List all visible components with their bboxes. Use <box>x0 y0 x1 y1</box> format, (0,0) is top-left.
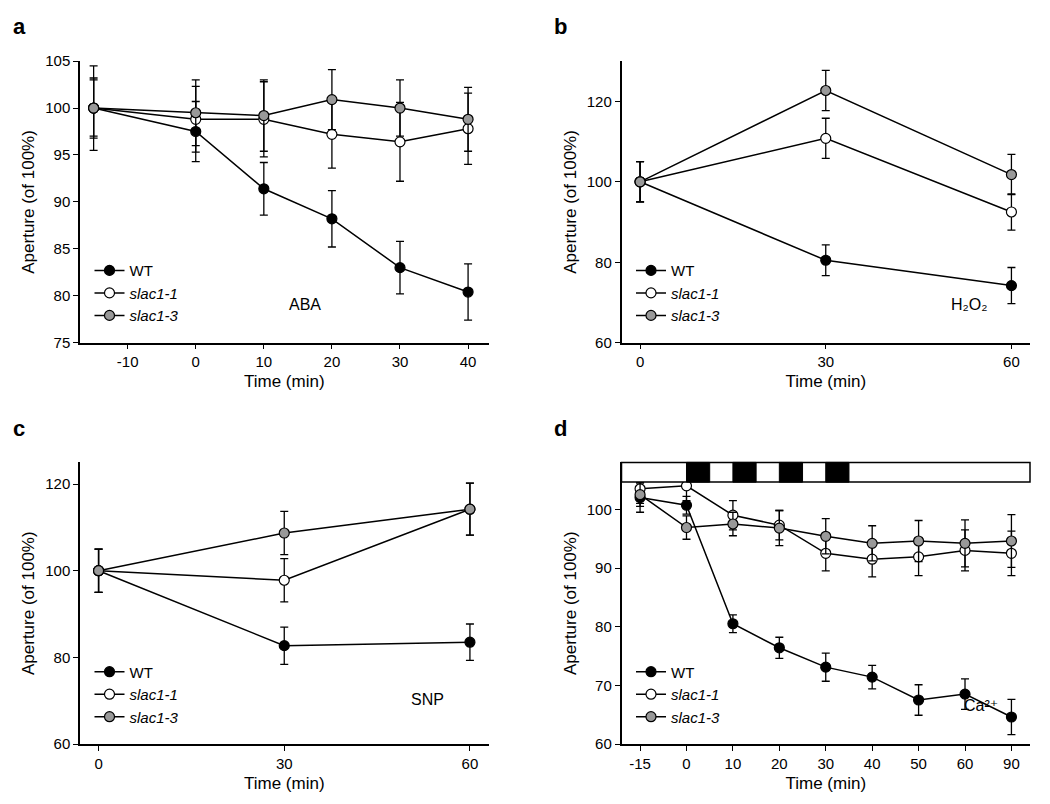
svg-text:slac1-1: slac1-1 <box>130 686 178 703</box>
svg-text:90: 90 <box>595 559 612 576</box>
svg-text:80: 80 <box>54 649 71 666</box>
svg-text:WT: WT <box>130 664 153 681</box>
svg-text:50: 50 <box>910 755 927 772</box>
svg-text:75: 75 <box>54 334 71 351</box>
svg-text:-15: -15 <box>629 755 651 772</box>
svg-text:Time (min): Time (min) <box>785 372 866 391</box>
svg-text:Aperture (of 100%): Aperture (of 100%) <box>561 130 580 274</box>
svg-text:80: 80 <box>54 287 71 304</box>
svg-text:120: 120 <box>45 475 70 492</box>
svg-text:90: 90 <box>54 193 71 210</box>
svg-text:20: 20 <box>324 353 341 370</box>
svg-text:100: 100 <box>587 501 612 518</box>
svg-text:b: b <box>554 14 567 39</box>
svg-text:100: 100 <box>45 562 70 579</box>
svg-text:85: 85 <box>54 240 71 257</box>
svg-text:105: 105 <box>45 52 70 69</box>
svg-text:-10: -10 <box>117 353 139 370</box>
svg-text:H₂O₂: H₂O₂ <box>951 296 987 313</box>
svg-text:0: 0 <box>192 353 200 370</box>
svg-text:Time (min): Time (min) <box>785 774 866 793</box>
svg-text:Ca²⁺: Ca²⁺ <box>964 697 998 714</box>
svg-text:10: 10 <box>725 755 742 772</box>
svg-text:0: 0 <box>636 353 644 370</box>
svg-text:slac1-1: slac1-1 <box>671 285 719 302</box>
svg-text:30: 30 <box>392 353 409 370</box>
svg-text:100: 100 <box>587 173 612 190</box>
svg-text:80: 80 <box>595 254 612 271</box>
svg-text:40: 40 <box>460 353 477 370</box>
svg-text:slac1-1: slac1-1 <box>671 686 719 703</box>
svg-text:60: 60 <box>54 735 71 752</box>
svg-text:a: a <box>13 14 26 39</box>
svg-text:ABA: ABA <box>289 296 321 313</box>
svg-text:60: 60 <box>595 334 612 351</box>
svg-text:WT: WT <box>130 262 153 279</box>
svg-text:slac1-3: slac1-3 <box>671 307 720 324</box>
svg-text:30: 30 <box>817 353 834 370</box>
svg-text:Aperture (of 100%): Aperture (of 100%) <box>561 531 580 675</box>
svg-text:SNP: SNP <box>411 691 444 708</box>
svg-text:20: 20 <box>771 755 788 772</box>
svg-text:10: 10 <box>255 353 272 370</box>
svg-text:95: 95 <box>54 146 71 163</box>
svg-text:40: 40 <box>864 755 881 772</box>
svg-text:60: 60 <box>1003 353 1020 370</box>
svg-text:Aperture (of 100%): Aperture (of 100%) <box>19 130 38 274</box>
svg-text:60: 60 <box>462 755 479 772</box>
svg-text:slac1-1: slac1-1 <box>130 285 178 302</box>
svg-text:60: 60 <box>595 735 612 752</box>
svg-text:30: 30 <box>276 755 293 772</box>
svg-text:30: 30 <box>817 755 834 772</box>
svg-text:d: d <box>554 416 567 441</box>
svg-text:80: 80 <box>595 618 612 635</box>
svg-text:slac1-3: slac1-3 <box>130 307 179 324</box>
svg-text:0: 0 <box>682 755 690 772</box>
svg-text:0: 0 <box>94 755 102 772</box>
svg-text:100: 100 <box>45 99 70 116</box>
svg-text:slac1-3: slac1-3 <box>130 709 179 726</box>
svg-text:90: 90 <box>1003 755 1020 772</box>
svg-text:WT: WT <box>671 262 694 279</box>
svg-text:Time (min): Time (min) <box>244 372 325 391</box>
svg-text:70: 70 <box>595 677 612 694</box>
svg-text:60: 60 <box>957 755 974 772</box>
svg-text:Aperture (of 100%): Aperture (of 100%) <box>19 531 38 675</box>
svg-text:c: c <box>13 416 25 441</box>
svg-text:slac1-3: slac1-3 <box>671 709 720 726</box>
svg-text:Time (min): Time (min) <box>244 774 325 793</box>
svg-text:WT: WT <box>671 664 694 681</box>
svg-text:120: 120 <box>587 93 612 110</box>
